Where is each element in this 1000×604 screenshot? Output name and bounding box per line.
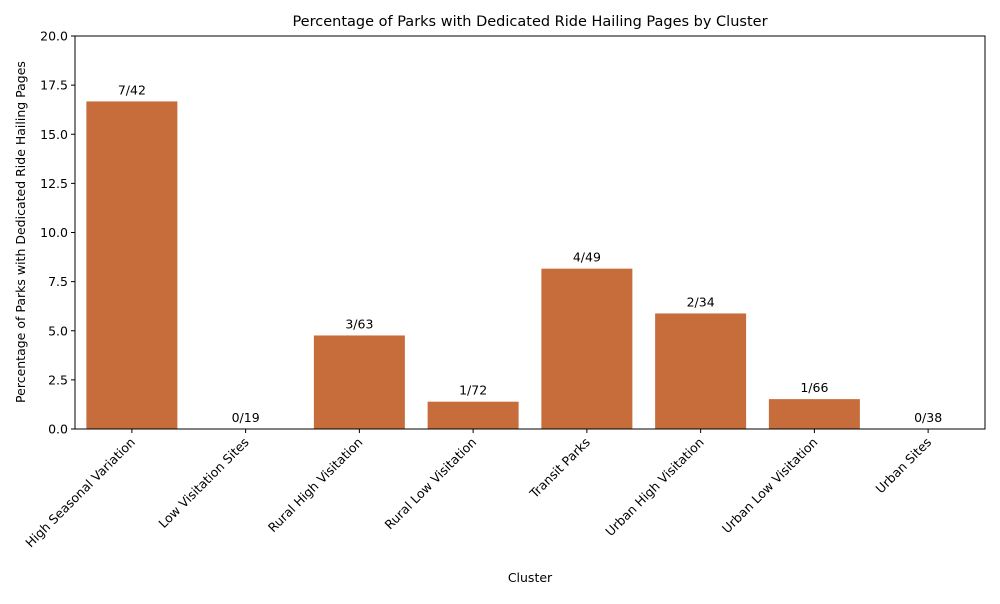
x-axis-label: Cluster	[508, 570, 553, 585]
bar	[655, 313, 747, 429]
bar	[313, 335, 405, 429]
x-tick-label: Transit Parks	[526, 435, 593, 502]
y-tick-label: 12.5	[40, 176, 68, 191]
axes-border	[74, 35, 986, 430]
y-axis-label: Percentage of Parks with Dedicated Ride …	[13, 61, 28, 403]
y-tick-label: 7.5	[48, 274, 68, 289]
x-tick-label: Low Visitation Sites	[155, 435, 251, 531]
data-label: 0/38	[914, 410, 942, 425]
x-tick-label: Rural High Visitation	[265, 435, 366, 536]
y-tick-label: 5.0	[48, 323, 68, 338]
plot-area: 7/42 0/19 3/63 1/72 4/49 2/34 1/66 0/38	[86, 82, 942, 429]
x-axis-ticks: High Seasonal Variation Low Visitation Si…	[22, 429, 934, 550]
y-tick-label: 20.0	[40, 29, 68, 44]
y-tick-label: 15.0	[40, 127, 68, 142]
data-label: 2/34	[687, 294, 715, 309]
y-tick-label: 10.0	[40, 225, 68, 240]
x-tick-label: High Seasonal Variation	[22, 435, 138, 551]
y-tick-label: 17.5	[40, 78, 68, 93]
bar	[427, 401, 519, 429]
x-tick-label: Urban Low Visitation	[719, 435, 821, 537]
y-tick-label: 2.5	[48, 372, 68, 387]
x-tick-label: Urban High Visitation	[602, 435, 706, 539]
bar	[768, 399, 860, 429]
x-tick-label: Urban Sites	[873, 435, 935, 497]
y-tick-label: 0.0	[48, 422, 68, 437]
axes-frame	[74, 35, 986, 430]
chart-title: Percentage of Parks with Dedicated Ride …	[292, 14, 767, 30]
data-label: 7/42	[118, 82, 146, 97]
bar	[541, 268, 633, 429]
data-label: 3/63	[345, 316, 373, 331]
data-label: 0/19	[232, 410, 260, 425]
y-axis-ticks: 0.0 2.5 5.0 7.5 10.0 12.5 15.0 17.5 20.0	[40, 29, 75, 437]
bar	[86, 101, 178, 429]
data-label: 4/49	[573, 250, 601, 265]
x-tick-label: Rural Low Visitation	[382, 435, 480, 533]
data-label: 1/72	[459, 383, 487, 398]
data-label: 1/66	[800, 380, 828, 395]
